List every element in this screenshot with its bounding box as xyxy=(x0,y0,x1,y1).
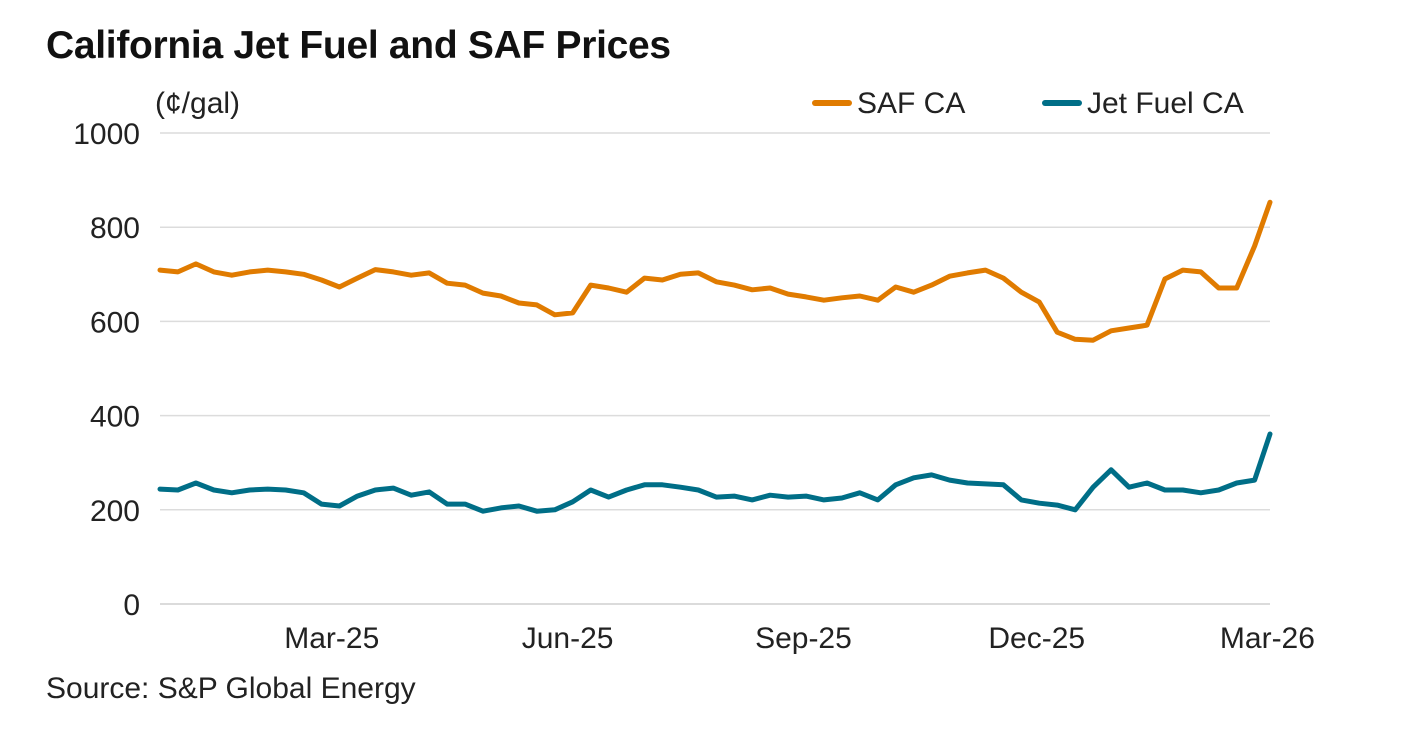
x-tick-label: Sep-25 xyxy=(755,622,852,655)
x-tick-label: Jun-25 xyxy=(522,622,614,655)
source-note: Source: S&P Global Energy xyxy=(46,672,416,705)
y-tick-label: 1000 xyxy=(73,118,140,151)
legend-label: SAF CA xyxy=(857,87,965,120)
y-tick-label: 800 xyxy=(90,212,140,245)
series-line-saf-ca xyxy=(157,199,1273,343)
y-tick-label: 200 xyxy=(90,495,140,528)
x-tick-label: Dec-25 xyxy=(988,622,1085,655)
y-axis-label: (¢/gal) xyxy=(155,87,240,120)
chart-title: California Jet Fuel and SAF Prices xyxy=(46,24,671,67)
legend-label: Jet Fuel CA xyxy=(1087,87,1244,120)
y-tick-label: 600 xyxy=(90,306,140,339)
x-tick-label: Mar-25 xyxy=(284,622,379,655)
x-tick-label: Mar-26 xyxy=(1220,622,1315,655)
y-tick-label: 0 xyxy=(123,589,140,622)
series-line-jet-fuel-ca xyxy=(157,431,1273,514)
y-tick-label: 400 xyxy=(90,401,140,434)
